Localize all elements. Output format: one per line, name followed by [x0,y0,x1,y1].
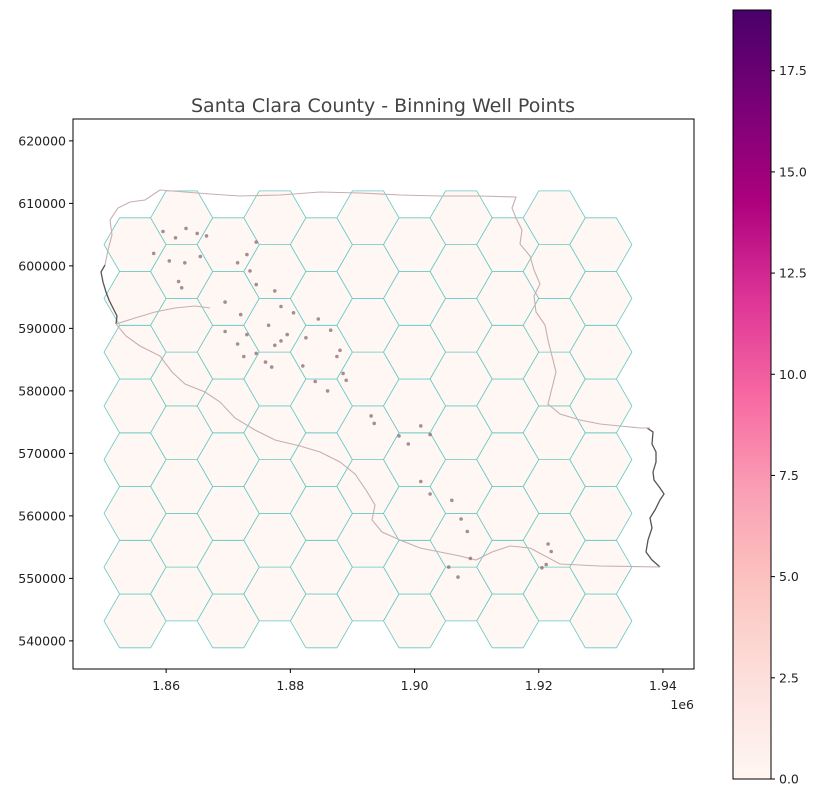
well-point [198,254,203,259]
well-point [291,311,296,315]
well-point [328,328,333,333]
county-outline [100,264,665,568]
well-point [235,261,240,265]
well-point [446,565,451,569]
well-point [325,389,330,393]
x-tick-label: 1.90 [401,678,429,693]
well-point [263,360,268,364]
well-point [223,300,227,304]
well-point [242,354,246,359]
x-tick-label: 1.94 [649,678,677,693]
well-point [369,414,373,418]
well-point [304,336,308,340]
well-point [546,542,550,546]
county-boundary [100,189,665,568]
x-tick-label: 1.92 [525,678,553,693]
well-point [248,269,252,273]
y-axis: 540000 550000 560000 570000 580000 590000 6000… [18,133,73,648]
well-point [544,562,548,567]
well-point [204,234,209,238]
y-tick-label: 600000 [18,258,66,273]
well-point [273,289,277,293]
well-point [338,348,342,353]
x-axis: 1.86 1.88 1.90 1.92 1.94 [152,669,677,693]
well-point [266,323,271,328]
colorbar-tick-label: 15.0 [779,164,807,179]
colorbar-tick-label: 5.0 [779,569,799,584]
colorbar-tick-label: 17.5 [779,63,807,78]
well-point [372,421,377,426]
well-point [195,231,199,236]
well-point [419,479,423,484]
well-point [468,556,473,561]
y-tick-label: 540000 [18,633,66,648]
x-tick-label: 1.88 [276,678,304,693]
well-point [173,236,178,240]
well-point [456,575,460,579]
well-point [254,282,258,287]
well-point [245,332,249,337]
well-point [465,529,470,534]
well-point [341,371,345,376]
well-point [269,365,274,369]
hex-cell [569,217,633,272]
well-point [406,442,411,446]
y-tick-label: 560000 [18,508,66,523]
well-point [254,351,258,356]
well-point [279,304,283,309]
y-tick-label: 590000 [18,321,66,336]
well-point [254,240,258,244]
well-point [419,424,423,428]
colorbar-tick-label: 2.5 [779,670,799,685]
well-point [459,517,463,521]
well-point [235,342,240,346]
hexbin-cells [103,190,633,649]
well-points [151,226,553,579]
well-point [344,378,349,383]
well-point [397,434,401,438]
colorbar-gradient [732,9,772,780]
chart-title: Santa Clara County - Binning Well Points [191,95,575,117]
well-point [245,252,249,257]
well-point [316,317,321,321]
well-point [184,226,188,231]
colorbar-tick-label: 10.0 [779,367,807,382]
well-point [176,279,181,284]
well-point [151,251,156,256]
well-point [238,312,243,317]
well-point [428,492,432,496]
well-point [549,549,553,554]
x-offset-label: 1e6 [670,697,694,712]
well-point [285,332,290,337]
y-tick-label: 610000 [18,196,66,211]
colorbar: 0.0 2.5 5.0 7.5 10.0 12.5 15.0 17.5 [732,9,807,787]
well-point [161,229,165,234]
y-tick-label: 550000 [18,571,66,586]
well-point [301,364,305,368]
colorbar-ticks: 0.0 2.5 5.0 7.5 10.0 12.5 15.0 17.5 [771,63,807,787]
well-point [167,259,172,263]
plot-area: 1.86 1.88 1.90 1.92 1.94 5400005500005600005… [18,118,695,712]
well-point [428,432,432,437]
colorbar-tick-label: 7.5 [779,468,799,483]
y-tick-label: 620000 [18,133,66,148]
colorbar-tick-label: 0.0 [779,772,799,787]
well-point [279,339,283,343]
inner-boundary-lines [104,189,661,568]
well-point [179,286,184,290]
x-tick-label: 1.86 [152,678,180,693]
axes-frame [72,118,695,670]
well-point [223,329,227,334]
y-tick-label: 570000 [18,446,66,461]
well-point [273,343,277,348]
colorbar-tick-label: 12.5 [779,266,807,281]
well-point [540,566,544,570]
y-tick-label: 580000 [18,383,66,398]
well-point [335,354,339,359]
well-point [183,261,187,265]
well-point [313,379,318,384]
well-point [450,498,454,503]
